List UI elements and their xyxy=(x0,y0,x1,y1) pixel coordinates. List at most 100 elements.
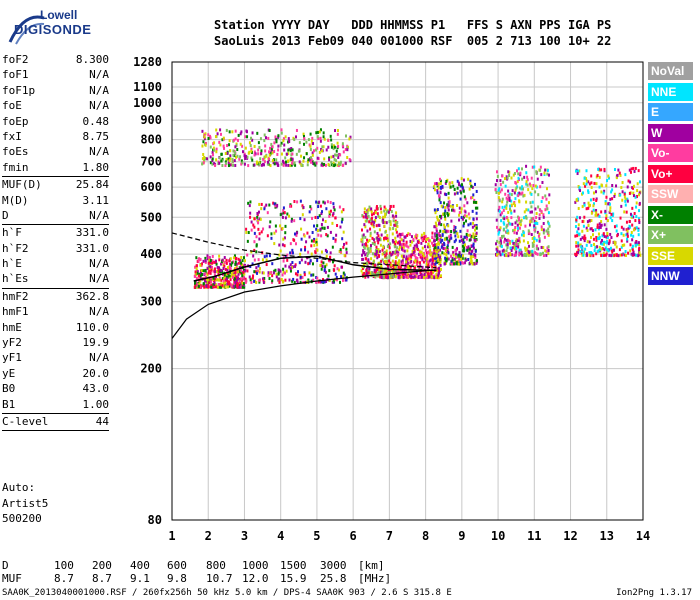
data-point xyxy=(246,155,249,159)
data-point xyxy=(304,245,307,249)
data-point xyxy=(611,250,614,254)
data-point xyxy=(525,164,528,168)
data-point xyxy=(515,247,518,251)
data-point xyxy=(300,248,303,252)
data-point xyxy=(364,253,367,257)
data-point xyxy=(291,148,294,152)
data-point xyxy=(303,156,306,160)
data-point xyxy=(510,211,513,215)
data-point xyxy=(238,266,241,270)
data-point xyxy=(509,247,512,251)
data-point xyxy=(421,246,424,250)
data-point xyxy=(469,196,472,200)
data-point xyxy=(362,233,365,237)
data-point xyxy=(599,225,602,229)
data-point xyxy=(234,151,237,155)
data-point xyxy=(322,131,325,135)
data-point xyxy=(282,270,285,274)
data-point xyxy=(435,227,438,231)
data-point xyxy=(299,199,302,203)
data-point xyxy=(255,235,258,239)
data-point xyxy=(425,262,428,266)
data-point xyxy=(371,236,374,240)
data-point xyxy=(362,249,365,253)
data-point xyxy=(507,189,510,193)
data-point xyxy=(207,285,210,289)
param-row: h`E N/A xyxy=(2,256,109,271)
data-point xyxy=(394,223,397,227)
data-point xyxy=(378,237,381,241)
data-point xyxy=(517,245,520,249)
data-point xyxy=(212,146,215,150)
data-point xyxy=(406,275,409,279)
data-point xyxy=(530,219,533,223)
data-point xyxy=(469,222,472,226)
data-point xyxy=(587,190,590,194)
data-point xyxy=(302,134,305,138)
param-name: foF1 xyxy=(2,68,29,82)
data-point xyxy=(529,201,532,205)
data-point xyxy=(502,234,505,238)
data-point xyxy=(415,236,418,240)
data-point xyxy=(367,214,370,218)
data-point xyxy=(328,214,331,218)
data-point xyxy=(275,272,278,276)
data-point xyxy=(542,251,545,255)
data-point xyxy=(203,137,206,141)
data-point xyxy=(548,224,551,228)
data-point xyxy=(505,230,508,234)
data-point xyxy=(213,148,216,152)
data-point xyxy=(253,144,256,148)
data-point xyxy=(598,222,601,226)
data-point xyxy=(438,257,441,261)
data-point xyxy=(450,230,453,234)
data-point xyxy=(588,219,591,223)
data-point xyxy=(628,224,631,228)
data-point xyxy=(509,207,512,211)
data-point xyxy=(574,234,577,238)
data-point xyxy=(236,285,239,289)
data-point xyxy=(253,217,256,221)
data-point xyxy=(623,253,626,257)
data-point xyxy=(525,182,528,186)
data-point xyxy=(431,252,434,256)
data-point xyxy=(209,265,212,269)
data-point xyxy=(610,254,613,258)
data-point xyxy=(241,264,244,268)
data-point xyxy=(448,212,451,216)
note-line: Auto: xyxy=(2,481,36,494)
data-point xyxy=(578,186,581,190)
data-point xyxy=(274,204,277,208)
param-name: hmF1 xyxy=(2,305,29,319)
data-point xyxy=(587,189,590,193)
data-point xyxy=(595,235,598,239)
data-point xyxy=(289,267,292,271)
data-point xyxy=(467,247,470,251)
data-point xyxy=(412,271,415,275)
data-point xyxy=(331,213,334,217)
data-point xyxy=(590,251,593,255)
data-point xyxy=(222,144,225,148)
data-point xyxy=(310,244,313,248)
data-point xyxy=(324,270,327,274)
data-point xyxy=(384,212,387,216)
data-point xyxy=(386,276,389,280)
data-point xyxy=(321,210,324,214)
table-cell: 15.9 xyxy=(280,572,307,585)
data-point xyxy=(209,271,212,275)
data-point xyxy=(383,205,386,209)
data-point xyxy=(515,250,518,254)
data-point xyxy=(231,157,234,161)
data-point xyxy=(631,223,634,227)
data-point xyxy=(452,228,455,232)
data-point xyxy=(204,270,207,274)
table-cell: 1500 xyxy=(280,559,307,572)
data-point xyxy=(608,202,611,206)
data-point xyxy=(332,260,335,264)
data-point xyxy=(502,228,505,232)
data-point xyxy=(231,160,234,164)
data-point xyxy=(305,152,308,156)
data-point xyxy=(383,224,386,228)
data-point xyxy=(446,203,449,207)
data-point xyxy=(542,231,545,235)
